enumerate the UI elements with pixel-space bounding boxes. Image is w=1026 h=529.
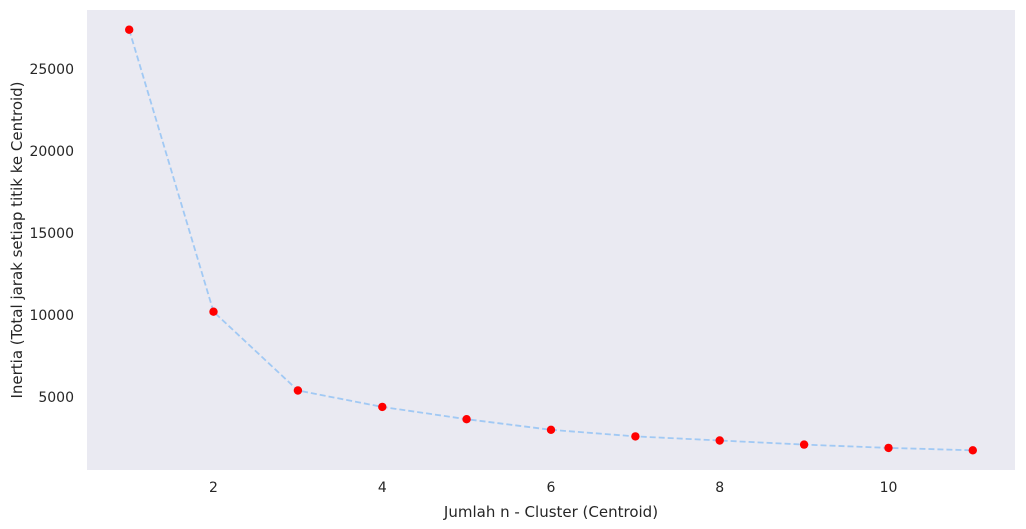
plot-area <box>87 10 1015 470</box>
series-layer <box>125 25 977 455</box>
y-tick-label: 15000 <box>29 226 74 242</box>
y-tick-label: 25000 <box>29 62 74 78</box>
data-point <box>631 432 640 441</box>
data-point <box>884 443 893 453</box>
y-tick-label: 10000 <box>29 308 74 324</box>
y-axis-label: Inertia (Total jarak setiap titik ke Cen… <box>8 81 26 398</box>
x-tick-label: 4 <box>378 480 387 496</box>
data-point <box>125 25 134 34</box>
y-tick-label: 5000 <box>38 390 74 406</box>
data-point <box>546 425 556 434</box>
data-point <box>378 402 387 412</box>
x-tick-labels: 2 4 6 8 10 <box>209 480 897 496</box>
data-point <box>968 446 977 455</box>
x-tick-label: 2 <box>209 480 218 496</box>
x-axis-label: Jumlah n - Cluster (Centroid) <box>443 503 658 521</box>
y-tick-labels: 5000 10000 15000 20000 25000 <box>29 62 74 406</box>
x-tick-label: 10 <box>880 480 898 496</box>
data-point <box>715 436 724 445</box>
x-tick-label: 6 <box>547 480 556 496</box>
data-point <box>799 440 809 449</box>
x-tick-label: 8 <box>715 480 724 496</box>
data-point <box>209 307 218 316</box>
y-tick-label: 20000 <box>29 144 74 160</box>
data-point <box>462 415 471 424</box>
data-point <box>293 386 303 395</box>
